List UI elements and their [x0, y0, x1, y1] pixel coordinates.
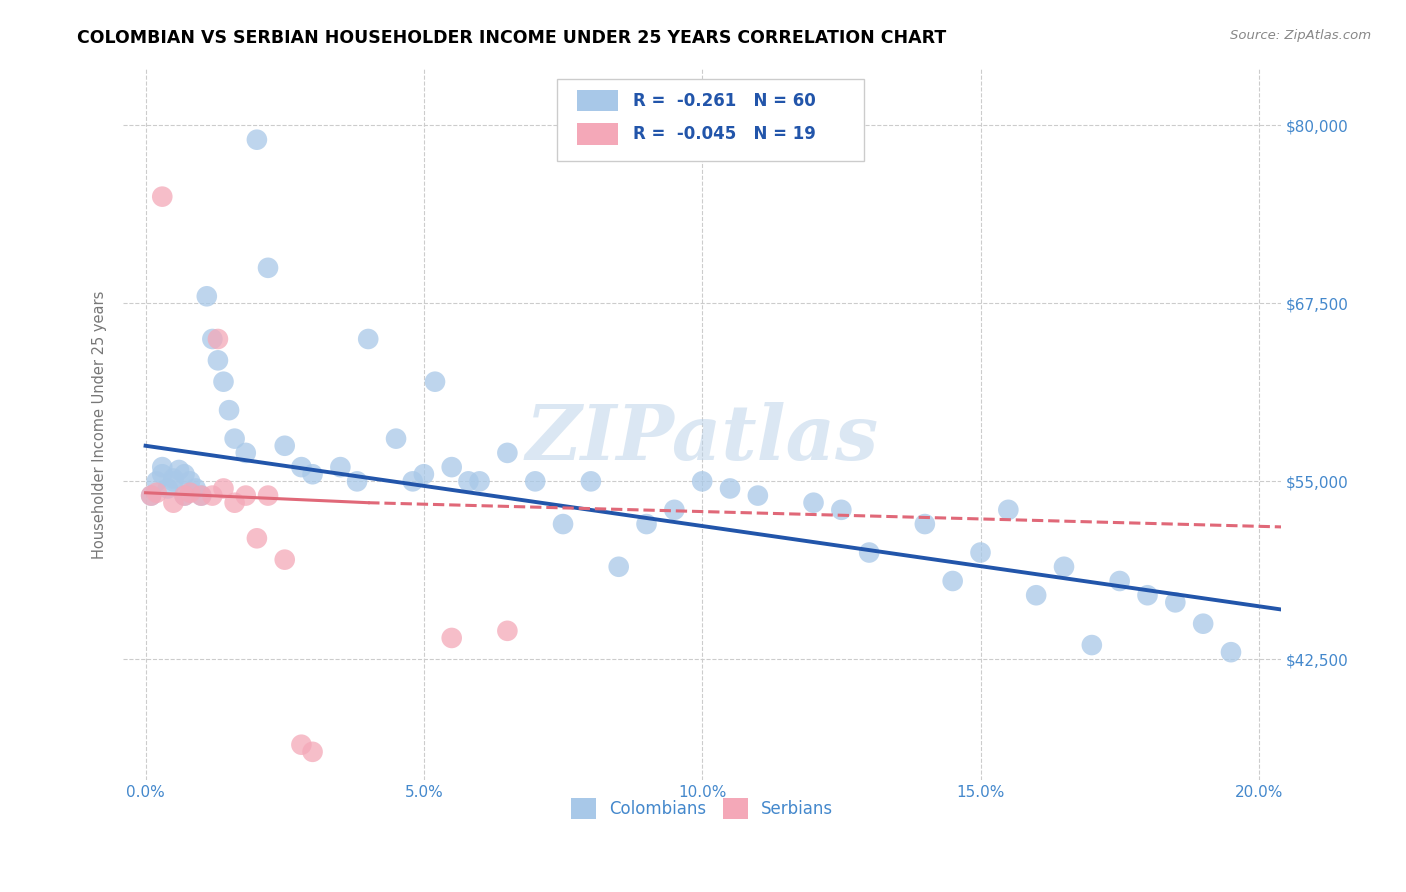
Point: [1136, 588, 1159, 602]
Point: [139, 489, 162, 503]
Point: [440, 631, 463, 645]
Point: [747, 489, 769, 503]
FancyBboxPatch shape: [557, 79, 865, 161]
Point: [830, 503, 852, 517]
Legend: Colombians, Serbians: Colombians, Serbians: [564, 792, 841, 825]
Point: [179, 475, 201, 489]
Point: [274, 439, 297, 453]
Point: [212, 375, 235, 389]
Point: [551, 517, 574, 532]
Point: [224, 432, 246, 446]
Point: [145, 475, 167, 489]
Point: [145, 485, 167, 500]
Point: [942, 574, 965, 588]
Point: [579, 475, 602, 489]
Point: [207, 353, 229, 368]
Point: [162, 475, 184, 489]
Point: [301, 745, 323, 759]
Point: [1025, 588, 1047, 602]
Point: [402, 475, 425, 489]
Point: [1053, 559, 1076, 574]
Point: [636, 517, 658, 532]
Point: [1220, 645, 1243, 659]
Point: [385, 432, 408, 446]
Point: [457, 475, 479, 489]
Point: [718, 482, 741, 496]
Point: [173, 489, 195, 503]
FancyBboxPatch shape: [576, 90, 617, 112]
Point: [607, 559, 630, 574]
Point: [301, 467, 323, 482]
Point: [235, 446, 257, 460]
Point: [167, 463, 190, 477]
Point: [468, 475, 491, 489]
Point: [246, 133, 269, 147]
Text: R =  -0.045   N = 19: R = -0.045 N = 19: [633, 125, 815, 143]
Text: ZIPatlas: ZIPatlas: [526, 401, 879, 475]
Y-axis label: Householder Income Under 25 years: Householder Income Under 25 years: [93, 290, 107, 558]
Point: [914, 517, 936, 532]
Point: [997, 503, 1019, 517]
Point: [858, 545, 880, 559]
Point: [212, 482, 235, 496]
Point: [524, 475, 547, 489]
Point: [290, 738, 312, 752]
Point: [1192, 616, 1215, 631]
Point: [201, 489, 224, 503]
Point: [184, 482, 207, 496]
Point: [664, 503, 686, 517]
Point: [190, 489, 212, 503]
Point: [150, 189, 173, 203]
Point: [179, 485, 201, 500]
Point: [357, 332, 380, 346]
Point: [257, 489, 280, 503]
Point: [1164, 595, 1187, 609]
Point: [290, 460, 312, 475]
Point: [440, 460, 463, 475]
Point: [162, 471, 184, 485]
Point: [496, 446, 519, 460]
Point: [162, 496, 184, 510]
Point: [173, 467, 195, 482]
Point: [235, 489, 257, 503]
Point: [195, 289, 218, 303]
Point: [803, 496, 825, 510]
Point: [190, 489, 212, 503]
Point: [150, 467, 173, 482]
Point: [224, 496, 246, 510]
Point: [257, 260, 280, 275]
Point: [1108, 574, 1130, 588]
Point: [690, 475, 713, 489]
Point: [346, 475, 368, 489]
Text: COLOMBIAN VS SERBIAN HOUSEHOLDER INCOME UNDER 25 YEARS CORRELATION CHART: COLOMBIAN VS SERBIAN HOUSEHOLDER INCOME …: [77, 29, 946, 46]
Text: R =  -0.261   N = 60: R = -0.261 N = 60: [633, 92, 815, 110]
Text: Source: ZipAtlas.com: Source: ZipAtlas.com: [1230, 29, 1371, 42]
Point: [412, 467, 434, 482]
Point: [969, 545, 991, 559]
Point: [329, 460, 352, 475]
Point: [139, 489, 162, 503]
Point: [274, 552, 297, 566]
Point: [218, 403, 240, 417]
Point: [156, 482, 179, 496]
Point: [150, 460, 173, 475]
Point: [496, 624, 519, 638]
Point: [207, 332, 229, 346]
Point: [173, 489, 195, 503]
Point: [1081, 638, 1104, 652]
Point: [246, 531, 269, 545]
Point: [423, 375, 446, 389]
Point: [201, 332, 224, 346]
FancyBboxPatch shape: [576, 123, 617, 145]
